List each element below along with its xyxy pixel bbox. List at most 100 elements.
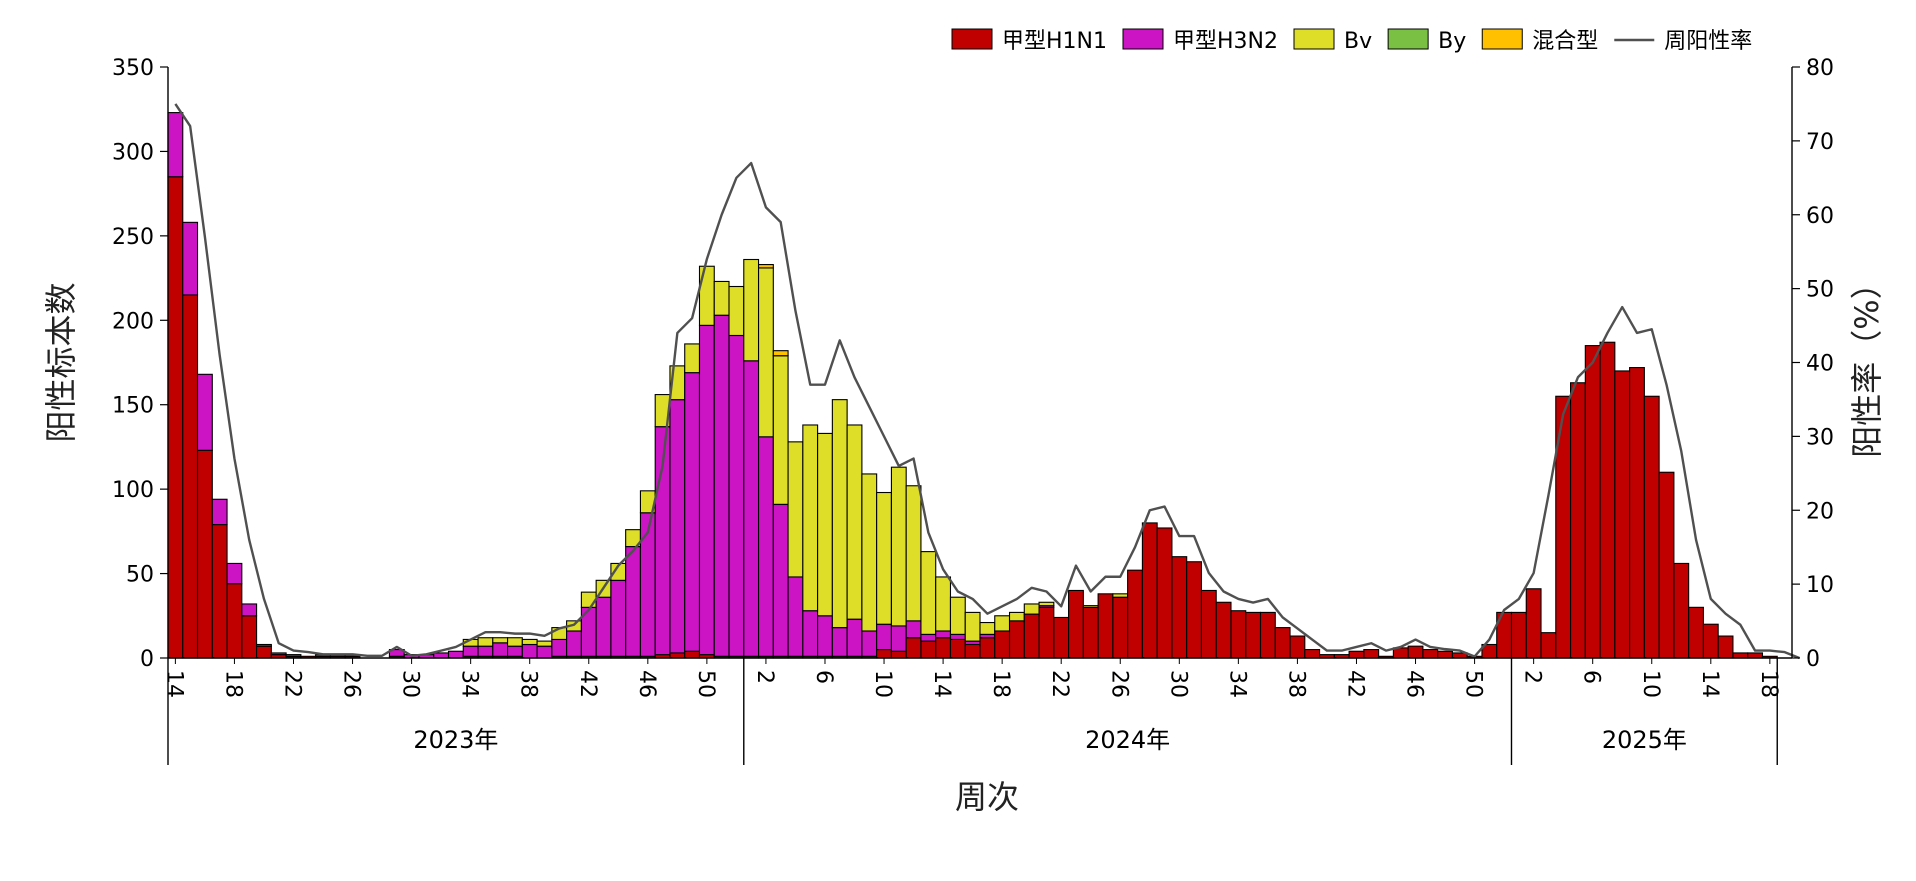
bar-1-week-67 <box>1141 522 1158 659</box>
bar-2-week-24 <box>507 645 523 657</box>
x-tick-label: 2 <box>1520 670 1545 684</box>
bar-1-week-57 <box>994 630 1011 659</box>
bar-1-week-106 <box>1717 635 1734 659</box>
bar-3-week-24 <box>507 637 523 647</box>
y2-tick-label: 20 <box>1806 499 1834 524</box>
bar-3-week-55 <box>964 611 981 642</box>
bar-1-week-58 <box>1008 620 1025 659</box>
x-tick-label: 34 <box>457 670 482 698</box>
legend-label-2: 甲型H3N2 <box>1173 29 1278 54</box>
bar-2-week-16 <box>388 649 405 657</box>
bar-1-week-71 <box>1200 589 1217 659</box>
bar-1-week-82 <box>1363 649 1380 659</box>
bar-2-week-26 <box>536 645 553 659</box>
bar-3-week-50 <box>890 466 907 627</box>
bar-3-week-54 <box>949 596 966 635</box>
bar-3-week-26 <box>536 640 553 647</box>
legend-swatch-3 <box>1293 28 1335 50</box>
bar-1-week-94 <box>1540 632 1557 659</box>
bar-1-week-107 <box>1732 652 1749 659</box>
year-label: 2024年 <box>1085 726 1170 754</box>
bar-3-week-60 <box>1038 601 1055 607</box>
bar-2-week-37 <box>698 324 715 656</box>
bar-1-week-50 <box>890 650 907 659</box>
x-tick-label: 10 <box>1638 670 1663 698</box>
bar-2-week-46 <box>831 627 848 657</box>
bar-1-week-100 <box>1629 367 1645 659</box>
y2-tick-label: 10 <box>1806 573 1834 598</box>
bar-1-week-60 <box>1038 606 1055 659</box>
bar-2-week-6 <box>241 603 258 617</box>
bar-1-week-2 <box>182 294 199 659</box>
bar-1-week-97 <box>1584 345 1601 659</box>
y-tick-label: 200 <box>112 309 154 334</box>
bar-1-week-77 <box>1289 635 1306 659</box>
bar-3-week-46 <box>831 399 848 629</box>
legend: 甲型H1N1 甲型H3N2 Bv By 混合型 周阳性率 <box>951 28 1752 54</box>
x-tick-label: 42 <box>1342 670 1367 698</box>
bar-1-week-64 <box>1097 593 1114 659</box>
x-tick-label: 34 <box>1224 670 1249 698</box>
year-label: 2025年 <box>1602 726 1687 754</box>
x-tick-label: 26 <box>339 670 364 698</box>
bar-2-week-23 <box>492 642 509 657</box>
bar-2-week-35 <box>669 399 686 654</box>
bar-2-week-41 <box>757 436 774 657</box>
bar-2-week-38 <box>713 314 730 657</box>
bar-2-week-2 <box>182 221 199 296</box>
bar-layer <box>167 112 1778 659</box>
bar-1-week-68 <box>1156 527 1173 659</box>
bar-2-week-45 <box>817 615 833 657</box>
x-tick-label: 30 <box>398 670 423 698</box>
bar-1-week-54 <box>949 638 966 659</box>
bar-2-week-40 <box>743 360 760 657</box>
x-tick-label: 18 <box>988 670 1013 698</box>
bar-1-week-61 <box>1053 616 1070 659</box>
bar-1-week-52 <box>920 640 937 659</box>
bar-1-week-86 <box>1422 649 1439 659</box>
bar-3-week-42 <box>772 355 789 505</box>
x-tick-label: 6 <box>1579 670 1604 684</box>
bar-1-week-49 <box>876 649 892 659</box>
bar-1-week-76 <box>1274 627 1291 659</box>
bar-2-week-7 <box>256 643 272 647</box>
bar-1-week-62 <box>1068 589 1084 659</box>
bar-1-week-95 <box>1555 395 1572 659</box>
bar-2-week-4 <box>211 498 228 526</box>
y2-tick-label: 0 <box>1806 647 1820 672</box>
bar-2-week-54 <box>949 633 966 640</box>
bar-3-week-22 <box>477 637 494 647</box>
legend-label-6: 周阳性率 <box>1664 29 1752 54</box>
bar-1-week-102 <box>1658 471 1675 659</box>
x-tick-label: 46 <box>634 670 659 698</box>
x-tick-label: 14 <box>929 670 954 698</box>
x-tick-label: 38 <box>516 670 541 698</box>
bar-1-week-69 <box>1171 556 1188 659</box>
bar-3-week-39 <box>728 285 745 337</box>
bar-3-week-49 <box>876 491 892 625</box>
bar-1-week-99 <box>1614 370 1631 659</box>
x-tick-label: 2 <box>752 670 777 684</box>
bar-3-week-44 <box>802 424 819 612</box>
y2-tick-label: 50 <box>1806 278 1834 303</box>
y-tick-label: 250 <box>112 225 154 250</box>
legend-swatch-5 <box>1481 28 1523 50</box>
bar-1-week-78 <box>1304 649 1321 659</box>
y2-tick-label: 70 <box>1806 130 1834 155</box>
bar-1-week-70 <box>1186 561 1202 659</box>
bar-2-week-36 <box>684 372 701 652</box>
y-tick-label: 150 <box>112 394 154 419</box>
y2-tick-label: 80 <box>1806 56 1834 81</box>
line-layer <box>174 103 1800 660</box>
bar-1-week-59 <box>1023 613 1040 659</box>
x-tick-label: 30 <box>1165 670 1190 698</box>
bar-1-week-103 <box>1673 562 1690 659</box>
y2-tick-label: 60 <box>1806 204 1834 229</box>
bar-3-week-53 <box>935 576 952 632</box>
legend-label-3: Bv <box>1344 29 1372 54</box>
bar-2-week-25 <box>521 643 538 659</box>
bar-3-week-65 <box>1112 593 1129 598</box>
bar-2-week-52 <box>920 633 937 642</box>
